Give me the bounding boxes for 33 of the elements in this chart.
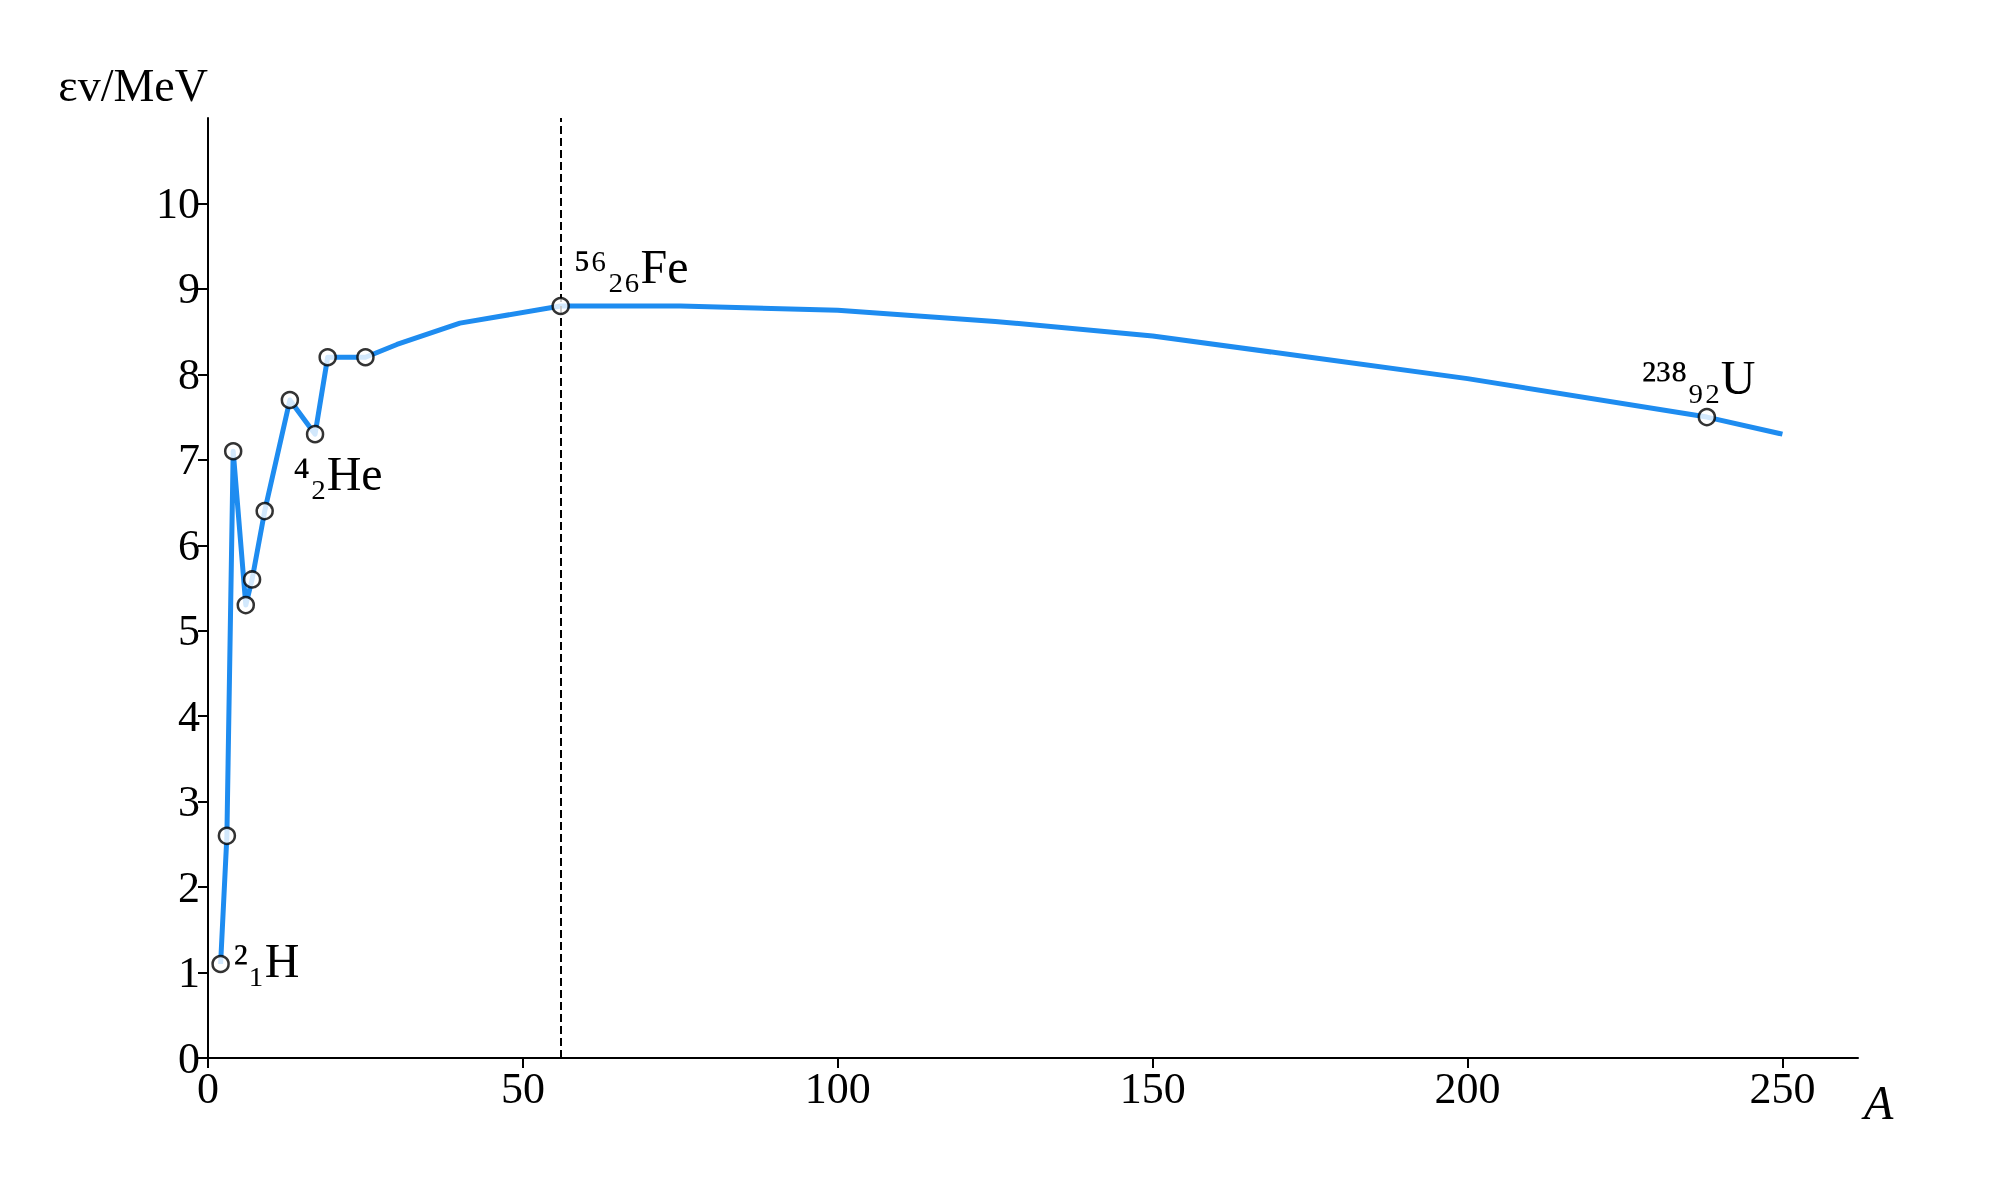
point <box>211 954 230 974</box>
point <box>280 390 300 410</box>
point <box>217 826 237 846</box>
x-tick-label: 50 <box>500 1063 545 1113</box>
point <box>305 424 325 444</box>
point <box>356 348 375 367</box>
x-tick-label: 250 <box>1749 1063 1816 1113</box>
point <box>551 296 570 316</box>
point <box>318 348 337 367</box>
y-tick-label: 3 <box>178 777 200 827</box>
x-tick-label: 200 <box>1434 1063 1501 1113</box>
y-tick-label: 4 <box>178 691 200 741</box>
point <box>223 442 243 461</box>
point <box>255 501 274 521</box>
annotation: ⁵⁶₂₆Fe <box>573 239 689 293</box>
y-tick-label: 7 <box>178 435 200 485</box>
x-tick-label: 150 <box>1119 1063 1186 1113</box>
point <box>236 595 256 615</box>
point <box>242 570 262 589</box>
annotation: ²³⁸₉₂U <box>1641 350 1756 404</box>
x-axis-title: A <box>1861 1075 1894 1129</box>
y-tick-label: 10 <box>156 178 200 228</box>
y-tick-label: 5 <box>178 606 200 656</box>
y-tick-label: 2 <box>178 862 200 912</box>
y-tick-label: 6 <box>178 520 200 570</box>
annotation: ⁴₂He <box>293 446 383 500</box>
y-tick-label: 1 <box>178 948 200 998</box>
x-tick-label: 100 <box>804 1063 871 1113</box>
y-tick-label: 9 <box>178 264 200 314</box>
annotation: ²₁H <box>233 933 300 987</box>
point <box>1697 407 1717 427</box>
y-axis-title: εv/MeV <box>58 59 208 111</box>
y-tick-label: 8 <box>178 349 200 399</box>
